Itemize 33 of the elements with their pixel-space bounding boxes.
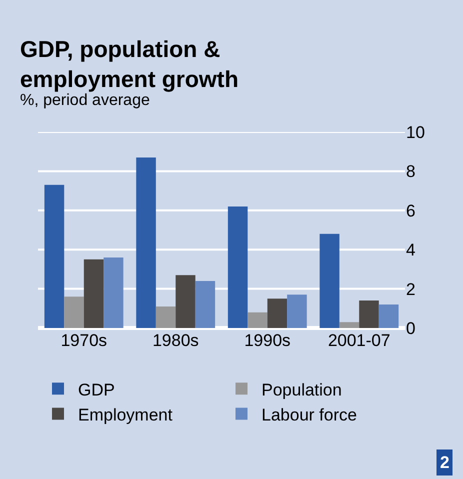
bar <box>228 206 248 328</box>
bar <box>378 304 399 328</box>
chart-subtitle: %, period average <box>20 92 150 109</box>
y-tick-label: 2 <box>406 280 416 299</box>
bar <box>44 184 64 328</box>
x-tick-label: 1970s <box>60 331 108 350</box>
bar <box>64 296 84 328</box>
y-tick-label: 0 <box>406 318 416 338</box>
bar <box>104 257 124 328</box>
bar <box>320 234 340 328</box>
bar <box>248 312 268 328</box>
legend-label: GDP <box>78 380 115 400</box>
x-tick-label: 2001-07 <box>328 331 390 350</box>
legend-label: Employment <box>78 405 173 424</box>
chart-title: GDP, population & employment growth <box>20 36 239 92</box>
bar <box>156 306 176 328</box>
bar <box>136 157 156 328</box>
bar <box>84 259 104 328</box>
legend-label: Labour force <box>262 405 357 424</box>
y-tick-label: 6 <box>406 201 416 220</box>
bar <box>359 300 379 328</box>
y-tick-label: 10 <box>406 122 425 142</box>
x-tick-label: 1980s <box>152 331 199 350</box>
bar <box>339 322 360 328</box>
y-tick-label: 8 <box>406 162 416 182</box>
y-tick-label: 4 <box>406 240 416 260</box>
x-tick-label: 1990s <box>244 331 291 350</box>
bar <box>176 275 196 328</box>
bar <box>287 294 307 328</box>
text: 2 <box>440 453 450 472</box>
legend-label: Population <box>262 380 342 400</box>
bar <box>267 298 288 328</box>
bar <box>195 280 216 328</box>
